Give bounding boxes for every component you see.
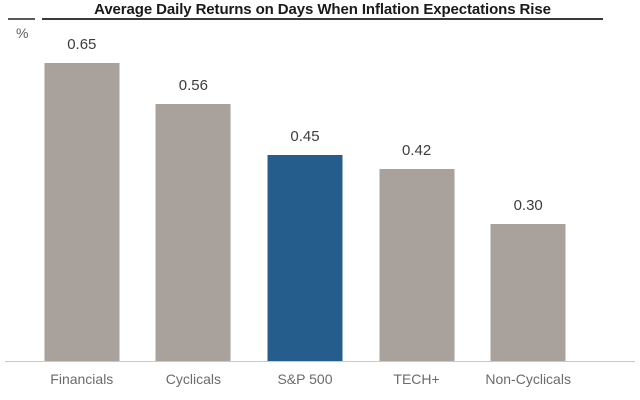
- bar-column-cyclicals: 0.56 Cyclicals: [138, 0, 250, 387]
- bar-cyclicals: [155, 104, 231, 362]
- bar-value-label: 0.65: [67, 36, 97, 53]
- plot-area: 0.65 Financials 0.56 Cyclicals 0.45 S&P 500 0.…: [26, 0, 584, 387]
- bar-s-p-500: [267, 155, 343, 362]
- bar-value-label: 0.56: [178, 77, 208, 94]
- x-axis-label-tech: TECH+: [393, 371, 440, 387]
- bar-tech: [379, 169, 455, 362]
- x-axis-label-cyclicals: Cyclicals: [165, 371, 221, 387]
- bar-value-label: 0.42: [401, 142, 432, 159]
- bar-value-label: 0.30: [513, 197, 543, 214]
- bar-column-non-cyclicals: 0.30 Non-Cyclicals: [472, 0, 584, 387]
- x-axis-label-s-p-500: S&P 500: [277, 371, 333, 387]
- bar-column-financials: 0.65 Financials: [26, 0, 138, 387]
- bar-column-s-p-500: 0.45 S&P 500: [249, 0, 361, 387]
- bar-financials: [44, 63, 120, 362]
- x-axis-label-financials: Financials: [50, 371, 114, 387]
- x-axis-label-non-cyclicals: Non-Cyclicals: [485, 371, 571, 387]
- bar-non-cyclicals: [490, 224, 566, 362]
- y-axis-unit-label: %: [16, 25, 29, 41]
- x-axis-line: [5, 361, 635, 362]
- title-underline: [42, 18, 603, 20]
- chart-title: Average Daily Returns on Days When Infla…: [94, 1, 551, 18]
- y-axis-top-tick: [8, 18, 35, 20]
- bar-column-tech: 0.42 TECH+: [361, 0, 473, 387]
- bar-value-label: 0.45: [290, 128, 320, 145]
